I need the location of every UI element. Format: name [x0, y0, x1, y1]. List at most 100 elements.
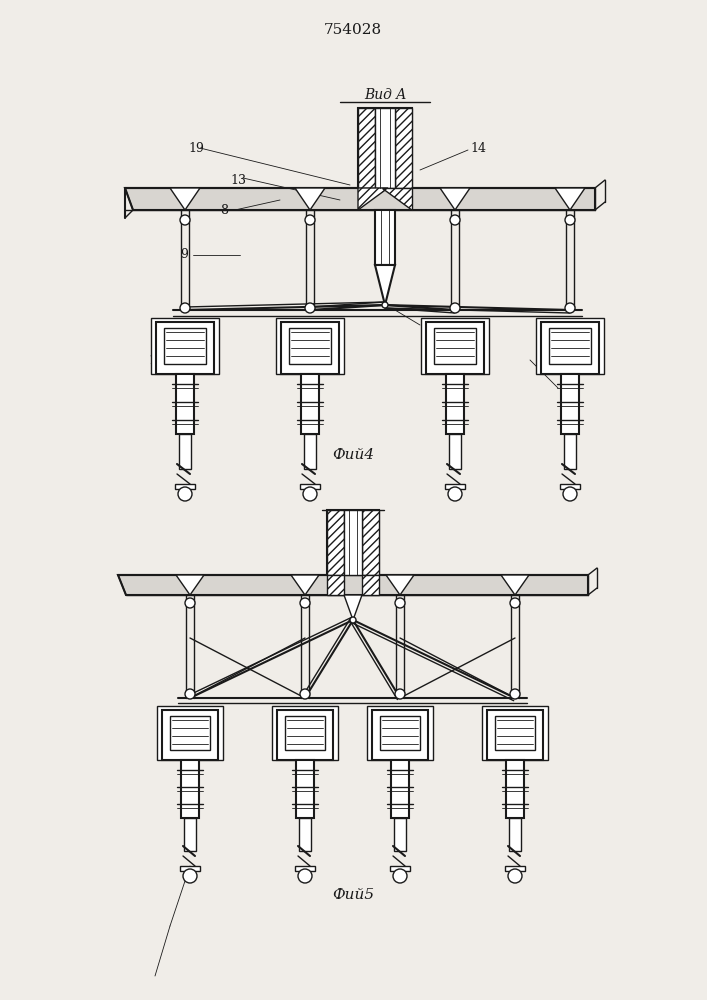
Bar: [375, 210, 395, 265]
Bar: [184, 818, 196, 851]
Bar: [380, 716, 420, 750]
Bar: [390, 866, 410, 871]
Circle shape: [185, 598, 195, 608]
Bar: [176, 374, 194, 434]
Circle shape: [298, 869, 312, 883]
Circle shape: [450, 215, 460, 225]
Text: Вид A: Вид A: [364, 88, 406, 102]
Polygon shape: [382, 188, 412, 210]
Circle shape: [510, 689, 520, 699]
Circle shape: [508, 869, 522, 883]
Bar: [179, 434, 191, 469]
Bar: [180, 866, 200, 871]
Bar: [327, 510, 379, 575]
Polygon shape: [501, 575, 529, 595]
Bar: [560, 484, 580, 489]
Circle shape: [303, 487, 317, 501]
Polygon shape: [291, 575, 319, 595]
Circle shape: [395, 689, 405, 699]
Bar: [505, 866, 525, 871]
Bar: [289, 328, 331, 364]
Text: 13: 13: [230, 174, 246, 186]
Bar: [151, 318, 219, 374]
Text: Фий4: Фий4: [332, 448, 374, 462]
Circle shape: [393, 869, 407, 883]
Bar: [164, 328, 206, 364]
Bar: [300, 484, 320, 489]
Circle shape: [300, 598, 310, 608]
Circle shape: [180, 303, 190, 313]
Bar: [304, 434, 316, 469]
Bar: [362, 510, 379, 575]
Bar: [395, 108, 412, 188]
Circle shape: [563, 487, 577, 501]
Bar: [285, 716, 325, 750]
Bar: [446, 374, 464, 434]
Circle shape: [180, 215, 190, 225]
Bar: [445, 484, 465, 489]
Text: 14: 14: [470, 141, 486, 154]
Text: 19: 19: [188, 141, 204, 154]
Bar: [175, 484, 195, 489]
Bar: [541, 322, 599, 374]
Bar: [327, 510, 344, 575]
Circle shape: [395, 598, 405, 608]
Circle shape: [183, 869, 197, 883]
Text: 10: 10: [148, 354, 164, 366]
Bar: [170, 716, 210, 750]
Circle shape: [305, 303, 315, 313]
Circle shape: [510, 598, 520, 608]
Polygon shape: [170, 188, 200, 210]
Polygon shape: [440, 188, 470, 210]
Circle shape: [450, 303, 460, 313]
Text: 9: 9: [180, 248, 188, 261]
Bar: [426, 322, 484, 374]
Circle shape: [565, 215, 575, 225]
Circle shape: [185, 689, 195, 699]
Bar: [561, 374, 579, 434]
Bar: [367, 706, 433, 760]
Bar: [272, 706, 338, 760]
Circle shape: [448, 487, 462, 501]
Text: 12: 12: [420, 324, 436, 336]
Polygon shape: [386, 575, 414, 595]
Bar: [506, 760, 524, 818]
Bar: [536, 318, 604, 374]
Polygon shape: [555, 188, 585, 210]
Circle shape: [178, 487, 192, 501]
Bar: [394, 818, 406, 851]
Circle shape: [350, 617, 356, 623]
Circle shape: [382, 302, 388, 308]
Polygon shape: [295, 188, 325, 210]
Bar: [301, 374, 319, 434]
Polygon shape: [176, 575, 204, 595]
Polygon shape: [344, 595, 362, 620]
Bar: [509, 818, 521, 851]
Bar: [277, 710, 333, 760]
Circle shape: [305, 215, 315, 225]
Polygon shape: [327, 575, 344, 595]
Text: Фий5: Фий5: [332, 888, 374, 902]
Bar: [358, 108, 412, 188]
Bar: [434, 328, 476, 364]
Bar: [549, 328, 591, 364]
Bar: [276, 318, 344, 374]
Bar: [495, 716, 535, 750]
Polygon shape: [362, 575, 379, 595]
Bar: [358, 108, 375, 188]
Bar: [391, 760, 409, 818]
Bar: [157, 706, 223, 760]
Polygon shape: [375, 265, 395, 305]
Bar: [375, 108, 395, 188]
Bar: [295, 866, 315, 871]
Bar: [421, 318, 489, 374]
Bar: [487, 710, 543, 760]
Bar: [344, 510, 362, 575]
Bar: [449, 434, 461, 469]
Polygon shape: [118, 575, 588, 595]
Bar: [299, 818, 311, 851]
Circle shape: [565, 303, 575, 313]
Bar: [162, 710, 218, 760]
Polygon shape: [125, 188, 595, 210]
Bar: [372, 710, 428, 760]
